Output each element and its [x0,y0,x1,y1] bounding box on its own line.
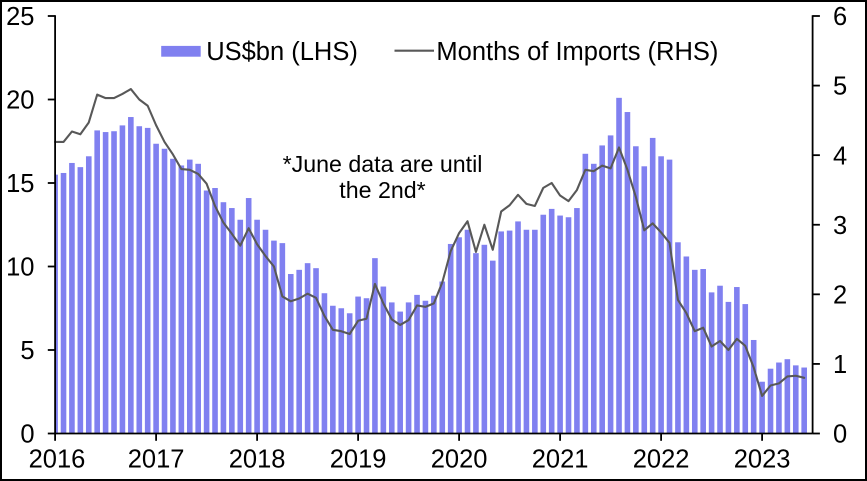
svg-text:2018: 2018 [229,446,286,474]
svg-text:1: 1 [833,351,847,379]
svg-text:0: 0 [833,421,847,449]
svg-text:6: 6 [833,3,847,31]
svg-text:US$bn (LHS): US$bn (LHS) [206,38,358,66]
svg-text:15: 15 [6,170,34,198]
svg-text:5: 5 [20,337,34,365]
svg-text:2022: 2022 [633,446,690,474]
svg-text:0: 0 [20,421,34,449]
svg-text:2: 2 [833,281,847,309]
svg-text:the 2nd*: the 2nd* [339,177,425,203]
svg-text:2016: 2016 [29,446,86,474]
svg-text:Months of Imports (RHS): Months of Imports (RHS) [436,38,718,66]
svg-text:2020: 2020 [431,446,488,474]
svg-text:4: 4 [833,142,847,170]
svg-text:20: 20 [6,87,34,115]
svg-text:2017: 2017 [128,446,185,474]
svg-text:5: 5 [833,73,847,101]
svg-text:*June data are until: *June data are until [283,151,483,177]
svg-text:3: 3 [833,212,847,240]
svg-text:10: 10 [6,254,34,282]
svg-text:25: 25 [6,3,34,31]
svg-text:2019: 2019 [330,446,387,474]
svg-text:2023: 2023 [734,446,791,474]
svg-text:2021: 2021 [532,446,589,474]
